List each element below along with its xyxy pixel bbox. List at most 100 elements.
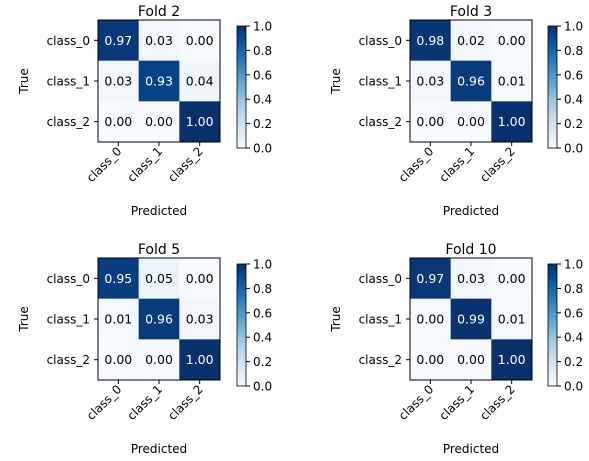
colorbar-tick-label: 0.4 <box>564 331 583 345</box>
colorbar-tick-label: 0.0 <box>564 380 583 394</box>
confusion-matrix-panel-4: Fold 100.97 0.03 0.00 0.00 0.99 0.01 0.00 0.00 1… <box>329 242 583 456</box>
cell-value-label: 0.00 <box>104 352 132 367</box>
panel-title: Fold 2 <box>138 4 180 20</box>
y-tick-label: class_0 <box>47 34 90 48</box>
cell-value-label: 0.98 <box>416 33 444 48</box>
cell-value-label: 0.04 <box>186 74 214 89</box>
colorbar-tick-label: 1.0 <box>564 20 583 34</box>
cell-value-label: 0.01 <box>498 312 526 327</box>
colorbar-tick-label: 0.6 <box>253 68 272 82</box>
x-tick-label: class_0 <box>84 144 125 185</box>
colorbar-tick-label: 0.4 <box>253 93 272 107</box>
cell-value-label: 0.00 <box>457 352 485 367</box>
matrix-cell <box>410 60 452 102</box>
colorbar-tick-label: 0.8 <box>564 282 583 296</box>
cell-value-label: 0.00 <box>498 271 526 286</box>
x-tick-label: class_2 <box>165 144 206 185</box>
matrix-cell <box>179 20 221 62</box>
colorbar-tick-label: 0.0 <box>253 380 272 394</box>
y-tick-label: class_0 <box>47 272 90 286</box>
matrix-cell <box>98 20 140 62</box>
x-tick-label: class_1 <box>437 382 478 423</box>
x-tick-label: class_0 <box>84 382 125 423</box>
matrix-cell <box>410 298 452 340</box>
cell-value-label: 1.00 <box>498 352 526 367</box>
matrix-cell <box>410 258 452 300</box>
cell-value-label: 0.05 <box>145 271 173 286</box>
colorbar-tick-label: 0.6 <box>564 306 583 320</box>
cell-value-label: 0.00 <box>416 352 444 367</box>
matrix-cell <box>491 339 533 381</box>
matrix-cell <box>138 101 180 143</box>
cell-value-label: 1.00 <box>186 352 214 367</box>
matrix-cell <box>491 298 533 340</box>
x-tick-label: class_1 <box>125 144 166 185</box>
y-tick-label: class_0 <box>359 272 402 286</box>
y-axis-label: True <box>17 68 31 95</box>
y-tick-label: class_2 <box>359 115 402 129</box>
cell-value-label: 0.96 <box>145 312 173 327</box>
cell-value-label: 0.96 <box>457 74 485 89</box>
colorbar <box>236 263 247 387</box>
cell-value-label: 0.03 <box>186 312 214 327</box>
matrix-cell <box>98 60 140 102</box>
x-tick-label: class_0 <box>396 382 437 423</box>
matrix-cell <box>179 101 221 143</box>
colorbar-tick-label: 0.2 <box>253 355 272 369</box>
y-tick-label: class_0 <box>359 34 402 48</box>
cell-value-label: 0.00 <box>416 114 444 129</box>
panel-title: Fold 5 <box>138 242 180 258</box>
y-axis-label: True <box>329 68 343 95</box>
matrix-cell <box>450 298 492 340</box>
matrix-cell <box>491 258 533 300</box>
x-tick-label: class_1 <box>437 144 478 185</box>
colorbar-tick-label: 0.2 <box>253 117 272 131</box>
x-tick-label: class_2 <box>477 382 518 423</box>
matrix-cell <box>450 20 492 62</box>
cell-value-label: 0.00 <box>186 271 214 286</box>
colorbar-tick-label: 0.4 <box>253 331 272 345</box>
colorbar-tick-label: 0.8 <box>253 282 272 296</box>
y-tick-label: class_2 <box>47 353 90 367</box>
cell-value-label: 0.03 <box>104 74 132 89</box>
matrix-cell <box>179 258 221 300</box>
cell-value-label: 0.03 <box>457 271 485 286</box>
y-tick-label: class_1 <box>359 75 402 89</box>
cell-value-label: 0.00 <box>104 114 132 129</box>
x-tick-label: class_2 <box>477 144 518 185</box>
x-axis-label: Predicted <box>131 204 187 218</box>
cell-value-label: 0.02 <box>457 33 485 48</box>
cell-value-label: 0.99 <box>457 312 485 327</box>
cell-value-label: 0.00 <box>145 352 173 367</box>
x-tick-label: class_0 <box>396 144 437 185</box>
y-axis-label: True <box>329 306 343 333</box>
colorbar <box>236 25 247 149</box>
matrix-cell <box>450 339 492 381</box>
matrix-cell <box>98 258 140 300</box>
y-tick-label: class_1 <box>47 313 90 327</box>
matrix-cell <box>450 101 492 143</box>
matrix-cell <box>410 101 452 143</box>
colorbar-tick-label: 0.0 <box>253 142 272 156</box>
x-axis-label: Predicted <box>443 442 499 456</box>
x-tick-label: class_1 <box>125 382 166 423</box>
cell-value-label: 0.93 <box>145 74 173 89</box>
y-tick-label: class_2 <box>359 353 402 367</box>
colorbar-tick-label: 0.8 <box>253 44 272 58</box>
x-axis-label: Predicted <box>443 204 499 218</box>
cell-value-label: 0.95 <box>104 271 132 286</box>
y-tick-label: class_2 <box>47 115 90 129</box>
colorbar-tick-label: 0.2 <box>564 117 583 131</box>
matrix-cell <box>491 60 533 102</box>
cell-value-label: 0.00 <box>186 33 214 48</box>
matrix-cell <box>98 298 140 340</box>
matrix-cell <box>491 101 533 143</box>
y-tick-label: class_1 <box>359 313 402 327</box>
colorbar-tick-label: 0.2 <box>564 355 583 369</box>
colorbar-tick-label: 1.0 <box>253 20 272 34</box>
matrix-cell <box>179 60 221 102</box>
confusion-matrix-panel-1: Fold 2 0.97 0.03 0.00 0.03 0.93 0.04 0.00 0.00 1.… <box>17 4 272 218</box>
colorbar-tick-label: 0.4 <box>564 93 583 107</box>
colorbar <box>547 25 558 149</box>
cell-value-label: 0.03 <box>145 33 173 48</box>
